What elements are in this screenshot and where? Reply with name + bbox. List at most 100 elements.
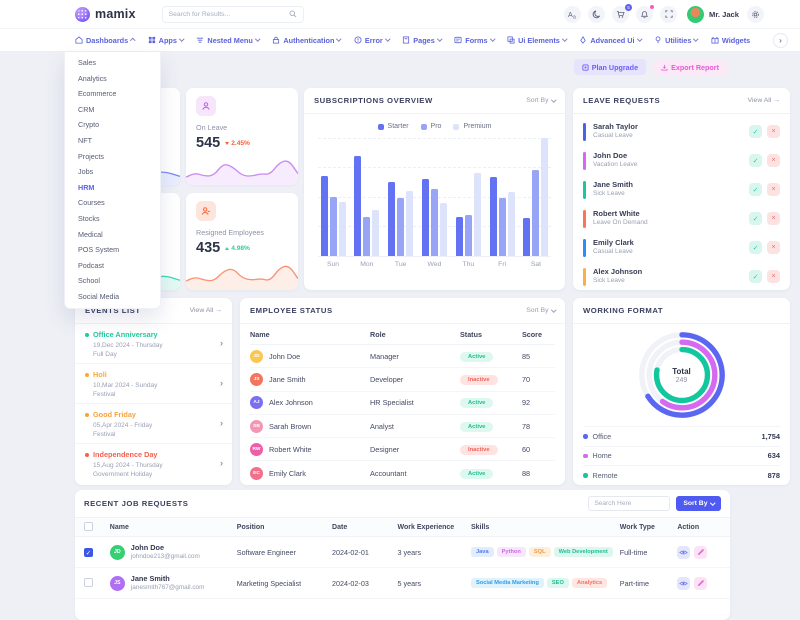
view-all-link[interactable]: View All → <box>189 307 222 314</box>
bar <box>338 201 346 256</box>
approve-button[interactable]: ✓ <box>749 183 762 196</box>
stat-card-resigned: Resigned Employees 435 4.98% <box>186 193 298 290</box>
menu-item-courses[interactable]: Courses <box>78 198 105 208</box>
event-item[interactable]: Independence Day 15,Aug 2024 - Thursday … <box>75 444 232 483</box>
edit-button[interactable] <box>694 576 708 590</box>
plan-upgrade-button[interactable]: Plan Upgrade <box>573 59 647 75</box>
view-button[interactable] <box>677 576 691 590</box>
approve-button[interactable]: ✓ <box>749 154 762 167</box>
reject-button[interactable]: × <box>767 125 780 138</box>
nav-more-button[interactable]: › <box>773 32 788 48</box>
page-icon <box>403 36 410 44</box>
nav-ui-elements[interactable]: Ui Elements <box>507 36 568 45</box>
chevron-down-icon <box>709 500 715 505</box>
sort-by-dropdown[interactable]: Sort By <box>526 307 556 314</box>
row-checkbox[interactable] <box>84 577 93 587</box>
menu-item-ecommerce[interactable]: Ecommerce <box>78 89 117 99</box>
approve-button[interactable]: ✓ <box>749 125 762 138</box>
chevron-right-icon[interactable]: › <box>220 338 223 348</box>
menu-item-sales[interactable]: Sales <box>78 58 96 67</box>
status-badge: Active <box>460 398 494 409</box>
error-icon <box>354 36 362 44</box>
table-sort-button[interactable]: Sort By <box>676 496 721 511</box>
events-list-panel: EVENTS LIST View All → Office Anniversar… <box>75 298 232 485</box>
menu-item-crm[interactable]: CRM <box>78 104 95 114</box>
nav-advanced-ui[interactable]: Advanced Ui <box>579 36 642 45</box>
menu-item-school[interactable]: School <box>78 276 100 286</box>
menu-item-podcast[interactable]: Podcast <box>78 260 104 270</box>
svg-text:A: A <box>568 12 573 19</box>
nav-utilities[interactable]: Utilities <box>654 36 699 45</box>
pencil-icon <box>697 579 704 587</box>
menu-item-analytics[interactable]: Analytics <box>78 73 107 83</box>
event-item[interactable]: Good Friday 05,Apr 2024 - Friday Festiva… <box>75 404 232 444</box>
table-row: AJ Alex Johnson HR Specialist Active 92 <box>250 392 555 415</box>
sort-by-dropdown[interactable]: Sort By <box>526 97 556 104</box>
legend-pro: Pro <box>420 123 441 130</box>
logo[interactable]: mamix <box>75 6 136 22</box>
recent-job-requests-panel: RECENT JOB REQUESTS Sort By Name Positio… <box>75 490 730 620</box>
table-search-input[interactable] <box>588 496 671 511</box>
stat-label: Resigned Employees <box>196 228 264 237</box>
bar <box>507 192 515 256</box>
nav-authentication[interactable]: Authentication <box>272 36 342 45</box>
edit-button[interactable] <box>694 545 708 559</box>
settings-gear-icon[interactable] <box>747 5 764 23</box>
eye-icon <box>679 550 689 554</box>
reject-button[interactable]: × <box>767 270 780 283</box>
row-checkbox[interactable]: ✓ <box>84 547 93 557</box>
menu-item-pos-system[interactable]: POS System <box>78 245 120 255</box>
nav-pages[interactable]: Pages <box>402 36 442 45</box>
global-search[interactable] <box>161 5 304 23</box>
chevron-right-icon[interactable]: › <box>220 458 223 468</box>
status-badge: Active <box>460 351 494 362</box>
nav-dashboards[interactable]: Dashboards <box>75 36 136 45</box>
menu-item-medical[interactable]: Medical <box>78 229 103 239</box>
menu-item-hrm[interactable]: HRM <box>78 182 95 192</box>
fullscreen-icon[interactable] <box>660 5 678 23</box>
view-button[interactable] <box>677 545 691 559</box>
stat-value: 435 <box>196 240 221 256</box>
reject-button[interactable]: × <box>767 241 780 254</box>
notifications-bell-icon[interactable] <box>636 4 655 23</box>
event-item[interactable]: Holi 10,Mar 2024 - Sunday Festival › <box>75 364 232 404</box>
upgrade-icon <box>582 63 589 71</box>
view-all-link[interactable]: View All → <box>747 97 780 104</box>
reject-button[interactable]: × <box>767 212 780 225</box>
nav-nested-menu[interactable]: Nested Menu <box>196 36 261 45</box>
global-search-input[interactable] <box>168 10 289 18</box>
chevron-right-icon[interactable]: › <box>220 418 223 428</box>
event-dot <box>85 372 89 377</box>
menu-item-jobs[interactable]: Jobs <box>78 167 94 177</box>
nav-forms[interactable]: Forms <box>454 36 495 45</box>
subscriptions-overview-panel: SUBSCRIPTIONS OVERVIEW Sort By Starter P… <box>304 88 565 290</box>
working-format-panel: WORKING FORMAT Total 249 Office 1,754 Ho… <box>573 298 790 485</box>
menu-item-social-media[interactable]: Social Media <box>78 291 120 301</box>
event-item[interactable]: Office Anniversary 19,Dec 2024 - Thursda… <box>75 324 232 364</box>
menu-item-projects[interactable]: Projects <box>78 151 104 161</box>
chevron-down-icon <box>636 36 642 42</box>
nav-widgets[interactable]: Widgets <box>711 36 750 45</box>
chevron-right-icon[interactable]: › <box>220 378 223 388</box>
approve-button[interactable]: ✓ <box>749 212 762 225</box>
export-report-button[interactable]: Export Report <box>653 59 727 75</box>
arrow-up-icon <box>225 246 230 250</box>
cart-icon[interactable]: 5 <box>612 3 633 23</box>
reject-button[interactable]: × <box>767 183 780 196</box>
avatar[interactable] <box>687 5 705 23</box>
nav-apps[interactable]: Apps <box>148 36 185 45</box>
nav-error[interactable]: Error <box>354 36 390 45</box>
panel-title: RECENT JOB REQUESTS <box>84 499 189 508</box>
select-all-checkbox[interactable] <box>84 521 93 531</box>
approve-button[interactable]: ✓ <box>749 270 762 283</box>
reject-button[interactable]: × <box>767 154 780 167</box>
menu-item-stocks[interactable]: Stocks <box>78 213 100 223</box>
menu-item-crypto[interactable]: Crypto <box>78 120 100 130</box>
approve-button[interactable]: ✓ <box>749 241 762 254</box>
table-row: SB Sarah Brown Analyst Active 78 <box>250 415 555 439</box>
menu-item-nft[interactable]: NFT <box>78 135 92 145</box>
chevron-down-icon <box>550 307 556 312</box>
avatar: JD <box>250 349 263 363</box>
theme-icon[interactable] <box>588 5 606 23</box>
